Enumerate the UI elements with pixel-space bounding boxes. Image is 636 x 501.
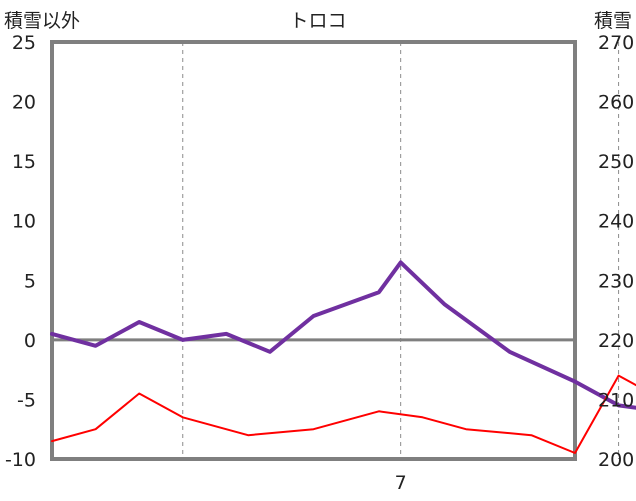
y-right-axis-label: 積雪 bbox=[594, 10, 632, 32]
y-left-tick-label: -10 bbox=[5, 449, 36, 471]
y-right-tick-label: 250 bbox=[598, 151, 634, 173]
chart-title: トロコ bbox=[289, 10, 346, 32]
x-tick-label: 7 bbox=[395, 472, 407, 494]
series-line-right-axis bbox=[50, 260, 636, 410]
y-left-tick-label: -5 bbox=[17, 389, 36, 411]
y-right-tick-label: 260 bbox=[598, 92, 634, 114]
y-left-axis-label: 積雪以外 bbox=[4, 10, 80, 32]
y-left-tick-label: 15 bbox=[12, 151, 36, 173]
y-left-tick-label: 25 bbox=[12, 32, 36, 54]
plot-frame bbox=[50, 40, 577, 461]
y-left-tick-label: 0 bbox=[24, 330, 36, 352]
grid-layer bbox=[182, 42, 620, 459]
series-layer bbox=[50, 260, 636, 454]
y-left-tick-label: 20 bbox=[12, 92, 36, 114]
series-line-left-axis bbox=[51, 374, 636, 454]
y-left-tick-label: 5 bbox=[24, 270, 36, 292]
y-right-tick-label: 240 bbox=[598, 211, 634, 233]
y-right-tick-label: 230 bbox=[598, 270, 634, 292]
y-left-tick-label: 10 bbox=[12, 211, 36, 233]
y-right-tick-label: 210 bbox=[598, 389, 634, 411]
y-right-tick-label: 200 bbox=[598, 449, 634, 471]
ticks-layer: -10 -5 0 5 10 15 20 25 200 210 220 230 240 250 260 270 7… bbox=[5, 32, 634, 494]
y-right-tick-label: 220 bbox=[598, 330, 634, 352]
y-right-tick-label: 270 bbox=[598, 32, 634, 54]
